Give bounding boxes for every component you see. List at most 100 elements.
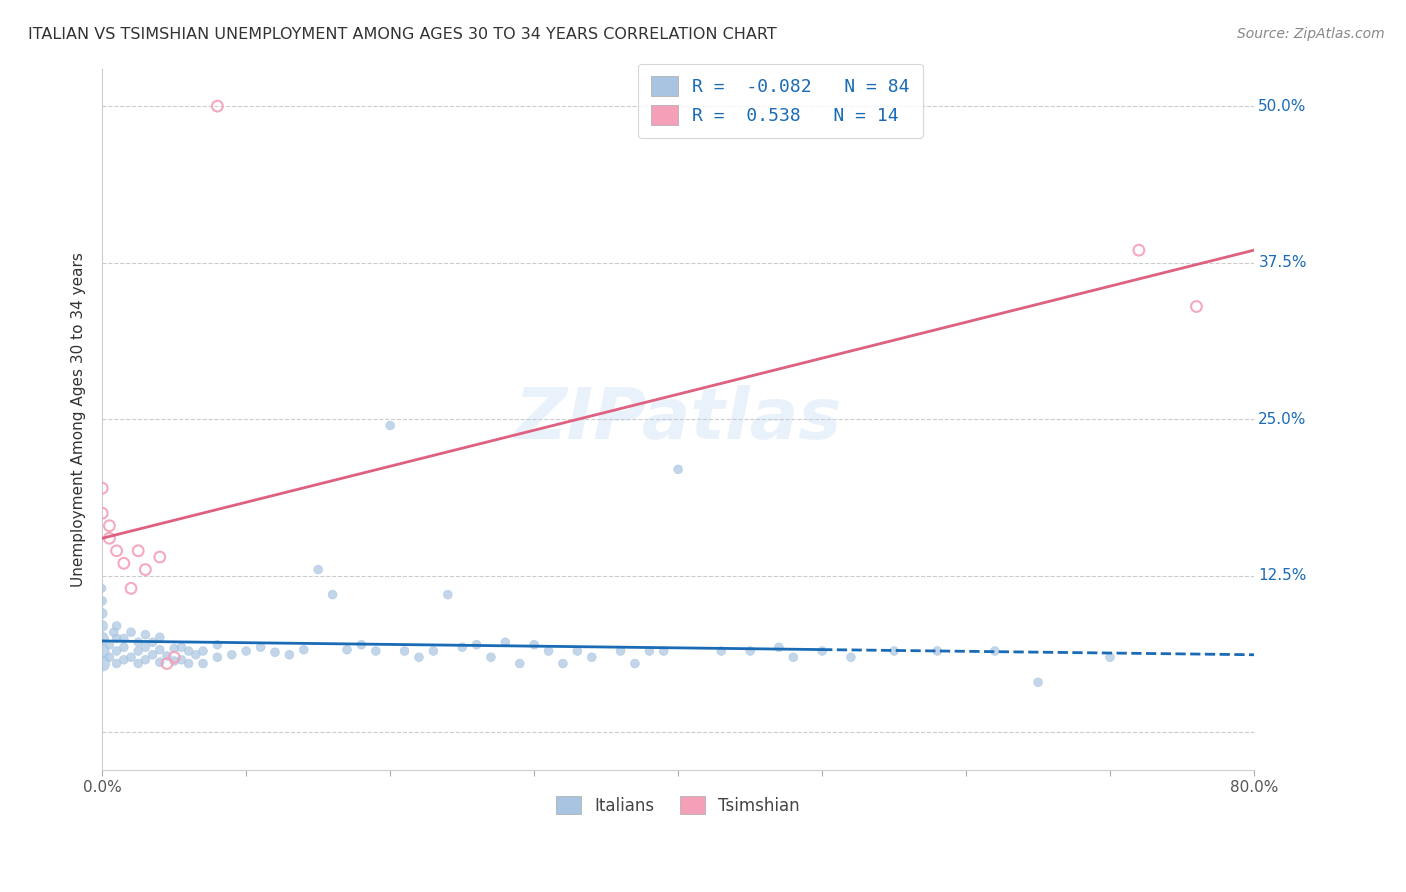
Point — [112, 653, 135, 667]
Point — [551, 657, 574, 671]
Point — [149, 549, 172, 564]
Point — [624, 657, 647, 671]
Text: ZIPatlas: ZIPatlas — [515, 384, 842, 454]
Point — [105, 543, 128, 558]
Point — [336, 642, 359, 657]
Point — [91, 582, 114, 596]
Point — [811, 644, 834, 658]
Point — [494, 635, 516, 649]
Point — [91, 594, 114, 608]
Point — [1128, 243, 1150, 257]
Text: 25.0%: 25.0% — [1258, 412, 1306, 426]
Point — [98, 531, 121, 545]
Point — [112, 632, 135, 646]
Point — [422, 644, 444, 658]
Point — [408, 650, 430, 665]
Point — [380, 418, 402, 433]
Point — [740, 644, 762, 658]
Point — [652, 644, 675, 658]
Point — [782, 650, 804, 665]
Point — [207, 650, 229, 665]
Point — [537, 644, 560, 658]
Text: 37.5%: 37.5% — [1258, 255, 1306, 270]
Point — [264, 645, 287, 659]
Point — [163, 641, 186, 656]
Point — [98, 518, 121, 533]
Point — [364, 644, 387, 658]
Point — [768, 640, 790, 655]
Point — [127, 635, 149, 649]
Point — [191, 657, 214, 671]
Point — [436, 588, 458, 602]
Point — [177, 644, 200, 658]
Point — [112, 557, 135, 571]
Legend: Italians, Tsimshian: Italians, Tsimshian — [547, 786, 810, 825]
Point — [292, 642, 315, 657]
Point — [221, 648, 243, 662]
Point — [710, 644, 733, 658]
Point — [91, 657, 114, 671]
Point — [103, 625, 125, 640]
Point — [134, 628, 156, 642]
Text: Source: ZipAtlas.com: Source: ZipAtlas.com — [1237, 27, 1385, 41]
Point — [235, 644, 257, 658]
Point — [883, 644, 905, 658]
Point — [127, 543, 149, 558]
Point — [91, 481, 114, 495]
Point — [120, 582, 142, 596]
Point — [839, 650, 862, 665]
Point — [98, 650, 121, 665]
Text: 50.0%: 50.0% — [1258, 99, 1306, 113]
Point — [1099, 650, 1122, 665]
Point — [249, 640, 271, 655]
Point — [149, 642, 172, 657]
Point — [156, 657, 179, 671]
Point — [1026, 675, 1049, 690]
Point — [666, 462, 689, 476]
Point — [927, 644, 949, 658]
Point — [91, 607, 114, 621]
Point — [394, 644, 416, 658]
Point — [567, 644, 589, 658]
Point — [127, 644, 149, 658]
Point — [638, 644, 661, 658]
Point — [105, 632, 128, 646]
Text: ITALIAN VS TSIMSHIAN UNEMPLOYMENT AMONG AGES 30 TO 34 YEARS CORRELATION CHART: ITALIAN VS TSIMSHIAN UNEMPLOYMENT AMONG … — [28, 27, 778, 42]
Point — [149, 655, 172, 669]
Point — [156, 648, 179, 663]
Point — [278, 648, 301, 662]
Point — [91, 506, 114, 520]
Point — [451, 640, 474, 655]
Point — [134, 563, 156, 577]
Point — [609, 644, 631, 658]
Point — [177, 657, 200, 671]
Point — [509, 657, 531, 671]
Y-axis label: Unemployment Among Ages 30 to 34 years: Unemployment Among Ages 30 to 34 years — [72, 252, 86, 587]
Point — [120, 650, 142, 665]
Point — [91, 619, 114, 633]
Point — [134, 640, 156, 655]
Point — [184, 648, 207, 662]
Point — [322, 588, 344, 602]
Point — [149, 630, 172, 644]
Text: 12.5%: 12.5% — [1258, 568, 1306, 583]
Point — [307, 563, 329, 577]
Point — [98, 638, 121, 652]
Point — [581, 650, 603, 665]
Point — [170, 653, 193, 667]
Point — [163, 654, 186, 668]
Point — [163, 650, 186, 665]
Point — [479, 650, 502, 665]
Point — [127, 657, 149, 671]
Point — [120, 625, 142, 640]
Point — [142, 635, 165, 649]
Point — [1185, 300, 1208, 314]
Point — [112, 640, 135, 655]
Point — [465, 638, 488, 652]
Point — [350, 638, 373, 652]
Point — [105, 657, 128, 671]
Point — [134, 653, 156, 667]
Point — [207, 99, 229, 113]
Point — [191, 644, 214, 658]
Point — [984, 644, 1007, 658]
